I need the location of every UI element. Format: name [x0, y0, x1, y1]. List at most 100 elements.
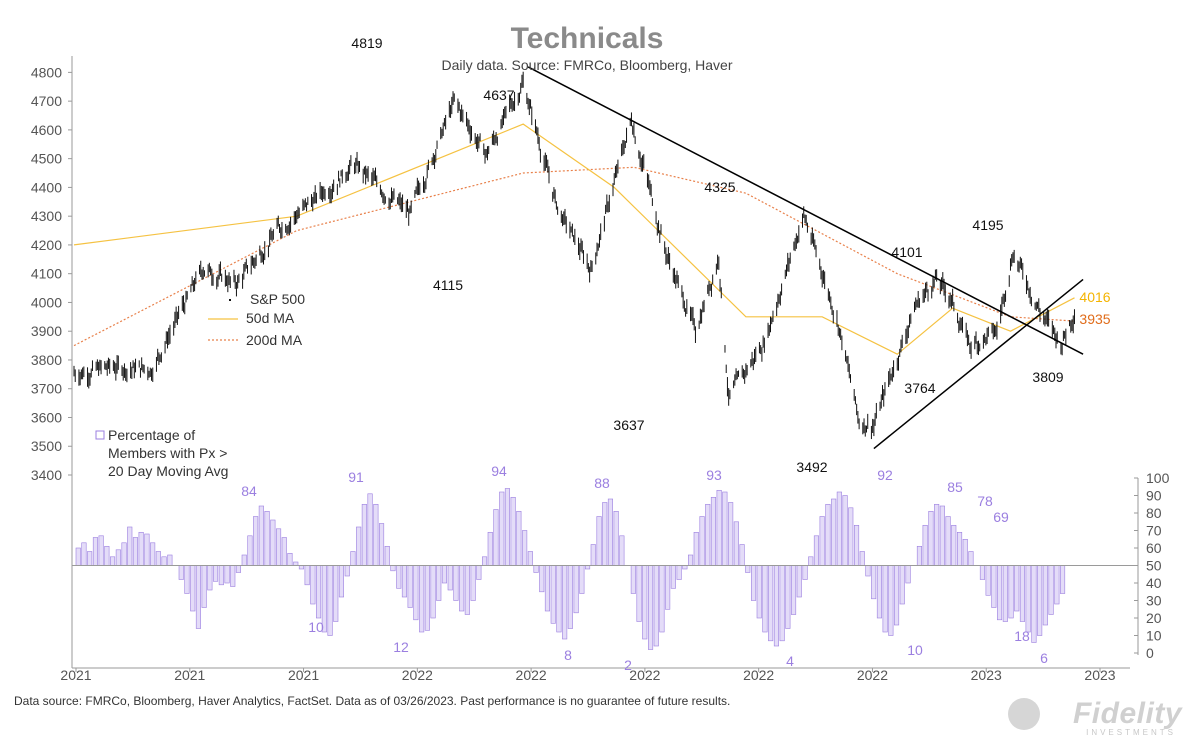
breadth-bar — [373, 503, 379, 566]
breadth-bar — [476, 565, 482, 580]
breadth-label-93: 93 — [706, 467, 722, 483]
xtick-label: 2022 — [516, 667, 547, 683]
breadth-bar — [899, 565, 905, 605]
breadth-bar — [195, 565, 201, 629]
breadth-bar — [636, 565, 642, 622]
breadth-bar — [155, 551, 161, 566]
breadth-bar — [390, 565, 396, 572]
breadth-bar — [184, 565, 190, 594]
breadth-bar — [315, 565, 322, 619]
breadth-bar — [453, 565, 459, 601]
breadth-bar — [275, 528, 282, 566]
breadth-bar — [865, 565, 871, 577]
breadth-bar — [802, 565, 808, 580]
xtick-label: 2021 — [174, 667, 205, 683]
breadth-bar — [842, 495, 848, 566]
breadth-bar — [235, 565, 241, 573]
breadth-label-10a: 10 — [308, 619, 324, 635]
breadth-bar — [407, 565, 413, 608]
breadth-bar — [150, 542, 156, 566]
breadth-annotations: 84 91 94 88 93 92 85 78 69 10 12 8 2 4 1… — [241, 463, 1048, 673]
breadth-bar — [304, 565, 310, 586]
breadth-bar — [750, 565, 757, 601]
price-ytick-label: 3600 — [31, 409, 62, 425]
breadth-ytick-label: 70 — [1146, 523, 1162, 539]
breadth-bar — [619, 535, 625, 566]
breadth-bar — [241, 554, 247, 566]
legend-label-breadth-3: 20 Day Moving Avg — [108, 463, 228, 479]
breadth-ytick-label: 80 — [1146, 505, 1162, 521]
breadth-bar — [270, 519, 276, 566]
breadth-bar — [1060, 565, 1066, 594]
breadth-bar — [98, 535, 104, 566]
ma50-line — [73, 123, 1075, 355]
breadth-bar — [430, 565, 436, 619]
breadth-bar — [253, 516, 259, 566]
breadth-ytick-label: 30 — [1146, 593, 1162, 609]
price-ytick-label: 4500 — [31, 151, 62, 167]
legend-label-sp500: S&P 500 — [250, 291, 305, 307]
breadth-bar — [1048, 565, 1054, 615]
breadth-bar — [1025, 565, 1031, 633]
breadth-bar — [533, 565, 539, 573]
breadth-bar — [281, 537, 287, 566]
breadth-bar — [682, 565, 688, 570]
breadth-ytick-label: 0 — [1146, 645, 1154, 661]
breadth-bar — [710, 496, 717, 566]
breadth-bar — [539, 565, 545, 593]
breadth-bar — [836, 491, 842, 566]
breadth-bar — [705, 503, 711, 566]
breadth-label-2: 2 — [624, 657, 632, 673]
breadth-bar — [773, 565, 780, 647]
annotation-4195: 4195 — [972, 217, 1003, 233]
breadth-bar — [853, 524, 860, 566]
breadth-bar — [550, 565, 556, 624]
breadth-bar — [996, 565, 1003, 621]
breadth-bar — [1008, 565, 1014, 619]
breadth-bar — [665, 565, 671, 610]
breadth-bar — [808, 556, 814, 566]
annotation-4115: 4115 — [433, 277, 463, 293]
breadth-label-8: 8 — [564, 647, 572, 663]
breadth-bar — [928, 510, 934, 566]
breadth-bar — [871, 565, 877, 600]
breadth-bar — [687, 554, 694, 566]
axis-ticks: 3400350036003700380039004000410042004300… — [31, 64, 1170, 683]
breadth-bar — [424, 565, 430, 631]
xtick-label: 2022 — [402, 667, 433, 683]
breadth-bar — [556, 565, 562, 633]
annotation-4101: 4101 — [891, 244, 922, 260]
breadth-label-6: 6 — [1040, 650, 1048, 666]
breadth-bar — [1002, 565, 1008, 622]
breadth-bar — [441, 565, 448, 584]
breadth-bar — [934, 503, 940, 566]
breadth-bar — [298, 565, 305, 570]
breadth-ytick-label: 40 — [1146, 575, 1162, 591]
breadth-bar — [350, 551, 356, 566]
breadth-bar — [716, 489, 722, 566]
breadth-bars — [72, 488, 1138, 650]
breadth-bar — [676, 565, 682, 580]
breadth-bar — [693, 531, 699, 566]
breadth-bar — [796, 565, 802, 598]
breadth-bar — [516, 510, 522, 566]
breadth-bar — [447, 565, 453, 591]
breadth-bar — [590, 544, 596, 566]
breadth-label-94: 94 — [491, 463, 507, 479]
breadth-bar — [190, 565, 196, 612]
annotation-4016: 4016 — [1079, 289, 1110, 305]
breadth-bar — [962, 538, 968, 566]
breadth-bar — [567, 565, 573, 629]
breadth-label-88: 88 — [594, 475, 610, 491]
breadth-bar — [630, 565, 636, 594]
breadth-bar — [968, 551, 974, 566]
breadth-bar — [327, 565, 333, 636]
trendline-1 — [873, 278, 1084, 450]
breadth-bar — [510, 496, 516, 566]
breadth-bar — [584, 565, 591, 570]
breadth-bar — [167, 554, 173, 566]
breadth-label-92: 92 — [877, 467, 893, 483]
breadth-bar — [544, 565, 551, 612]
breadth-bar — [991, 565, 997, 608]
